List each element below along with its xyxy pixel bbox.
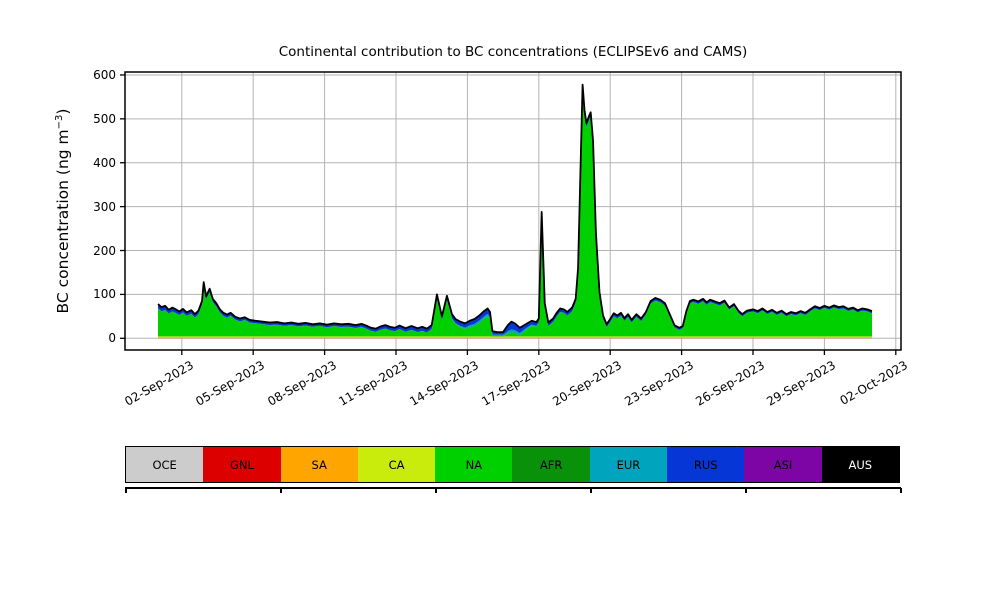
legend-axis-tick [435, 488, 437, 493]
area-layer-ASI [158, 84, 872, 333]
legend-strip: OCE GNL SA CA NA AFR EUR RUS ASI AUS [125, 446, 900, 483]
legend-item-GNL: GNL [203, 447, 281, 482]
area-layer-NA [158, 89, 872, 337]
legend-axis-tick [590, 488, 592, 493]
y-tick-label: 0 [108, 331, 116, 346]
chart-title: Continental contribution to BC concentra… [278, 44, 748, 60]
legend-item-NA: NA [435, 447, 513, 482]
legend-axis-tick [745, 488, 747, 493]
area-layer-EUR [158, 88, 872, 337]
axes-frame [124, 71, 902, 351]
area-layer-RUS [158, 84, 872, 335]
y-tick-label: 100 [93, 287, 116, 302]
area-layer-AFR [158, 88, 872, 337]
legend-item-EUR: EUR [589, 447, 668, 482]
legend-axis-tick [900, 488, 902, 493]
y-tick-label: 300 [93, 199, 116, 214]
area-layer-CA [158, 336, 872, 338]
legend-axis-tick [280, 488, 282, 493]
legend-item-CA: CA [357, 447, 436, 482]
area-layer-SA [158, 337, 872, 339]
y-tick-label: 600 [93, 67, 116, 82]
area-layer-AUS [158, 84, 872, 333]
y-tick-label: 200 [93, 243, 116, 258]
y-tick-label: 500 [93, 111, 116, 126]
legend-item-AUS: AUS [821, 447, 899, 482]
legend-item-ASI: ASI [744, 447, 822, 482]
legend-item-SA: SA [280, 447, 358, 482]
legend-item-OCE: OCE [126, 447, 204, 482]
y-tick-label: 400 [93, 155, 116, 170]
legend-item-RUS: RUS [667, 447, 745, 482]
legend-item-AFR: AFR [512, 447, 590, 482]
total-outline [157, 83, 873, 334]
legend-axis-line [125, 487, 901, 489]
legend-axis-tick [125, 488, 127, 493]
